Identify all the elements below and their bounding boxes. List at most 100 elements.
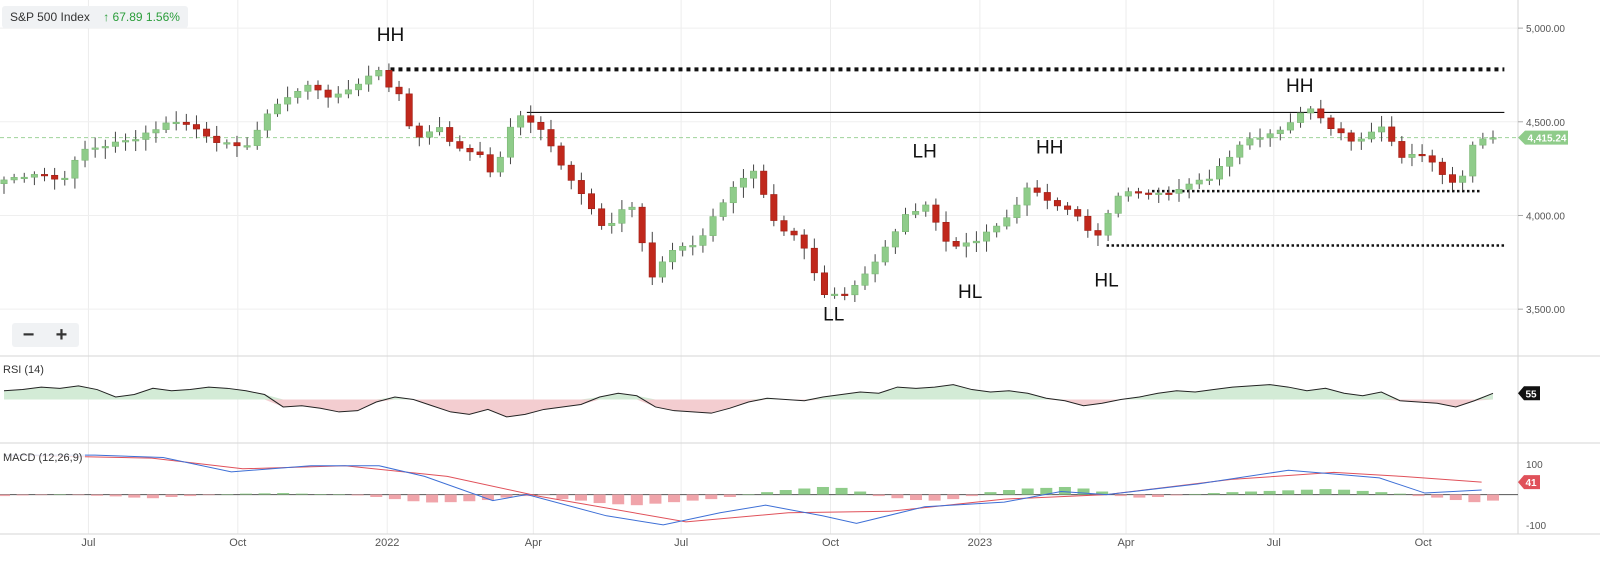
candle-body	[871, 261, 879, 275]
macd-hist-bar	[1468, 494, 1481, 503]
candle	[1236, 141, 1244, 165]
candle-body	[233, 142, 241, 147]
candle	[1347, 129, 1355, 151]
candle-body	[1094, 230, 1102, 236]
up-arrow-icon: ↑	[103, 10, 110, 24]
candle	[962, 232, 970, 258]
candle-body	[1469, 144, 1477, 177]
zoom-out-button[interactable]: −	[22, 324, 35, 346]
candle	[1337, 122, 1345, 141]
candle-body	[1367, 131, 1375, 140]
candle	[1378, 115, 1386, 142]
y-tick-label: 4,500.00	[1526, 118, 1565, 129]
candle	[770, 184, 778, 227]
candle	[1398, 136, 1406, 164]
candle-body	[1216, 166, 1224, 180]
annotation-hh: HH	[1286, 76, 1313, 97]
candle-body	[770, 194, 778, 221]
macd-hist-bar	[1133, 494, 1146, 498]
candle-body	[1013, 204, 1021, 218]
macd-hist-bar	[53, 494, 66, 496]
macd-hist-bar	[91, 494, 104, 496]
candle-body	[820, 272, 828, 295]
candle	[253, 121, 261, 150]
candle-body	[1236, 144, 1244, 158]
candle	[932, 198, 940, 231]
macd-hist-bar	[1375, 492, 1388, 495]
candle-body	[486, 154, 494, 173]
candle-body	[1307, 108, 1315, 114]
macd-hist-bar	[723, 494, 736, 497]
candle	[273, 98, 281, 117]
candle-body	[294, 91, 302, 98]
x-tick-label: Oct	[822, 537, 839, 549]
candle	[182, 113, 190, 131]
candle-body	[1114, 195, 1122, 214]
candle	[851, 280, 859, 303]
candle	[233, 135, 241, 157]
macd-hist-bar	[742, 494, 755, 496]
macd-hist-bar	[798, 488, 811, 495]
candlesticks	[0, 63, 1497, 303]
candle-body	[162, 122, 170, 130]
candle-body	[861, 273, 869, 286]
candle	[699, 228, 707, 253]
macd-hist-bar	[0, 494, 10, 497]
candle-body	[1408, 154, 1416, 158]
candle-body	[922, 204, 930, 212]
zoom-in-button[interactable]: +	[55, 324, 68, 346]
candle-body	[1195, 179, 1203, 185]
candle-body	[851, 285, 859, 296]
candle-body	[1033, 187, 1041, 193]
candle-body	[30, 174, 38, 178]
candle	[1185, 178, 1193, 199]
ticker-badge[interactable]: S&P 500 Index ↑ 67.89 1.56%	[2, 6, 188, 28]
candle	[122, 133, 130, 151]
candle	[598, 203, 606, 230]
candle	[527, 105, 535, 134]
candle-body	[1064, 205, 1072, 210]
candle-body	[1489, 137, 1497, 140]
macd-hist-bar	[35, 494, 48, 496]
candle	[1155, 187, 1163, 203]
macd-hist-bar	[556, 494, 569, 500]
candle-body	[1205, 178, 1213, 181]
macd-hist-bar	[1003, 490, 1016, 495]
candle	[486, 147, 494, 178]
candle	[1114, 192, 1122, 218]
candle-body	[993, 225, 1001, 233]
candle-body	[436, 127, 444, 133]
candle	[111, 131, 119, 153]
candle	[446, 121, 454, 147]
macd-hist-bar	[109, 494, 122, 497]
candle	[729, 181, 737, 214]
candle-body	[517, 115, 525, 128]
candle	[375, 66, 383, 81]
candle-body	[405, 93, 413, 127]
candle-body	[972, 240, 980, 244]
macd-value-label: 41	[1525, 478, 1537, 489]
macd-hist-bar	[1431, 494, 1444, 498]
candle	[1165, 186, 1173, 201]
pattern-annotations: HH LL LH HL HH HL HH	[377, 25, 1314, 325]
candle-body	[1226, 156, 1234, 167]
candle	[1145, 189, 1153, 200]
macd-hist-bar	[295, 493, 308, 495]
candle-body	[1043, 192, 1051, 201]
macd-hist-bar	[537, 494, 550, 496]
candle-body	[689, 245, 697, 248]
candle-body	[932, 204, 940, 223]
candle-body	[213, 135, 221, 143]
macd-hist-bar	[668, 494, 681, 503]
candle-body	[273, 103, 281, 115]
candle-body	[1155, 192, 1163, 195]
macd-hist-bar	[630, 494, 643, 506]
candle	[142, 125, 150, 151]
candle-body	[1357, 138, 1365, 142]
macd-hist-bar	[835, 487, 848, 495]
candle	[841, 287, 849, 301]
candle	[425, 125, 433, 145]
candle	[902, 207, 910, 235]
candle-body	[739, 177, 747, 188]
